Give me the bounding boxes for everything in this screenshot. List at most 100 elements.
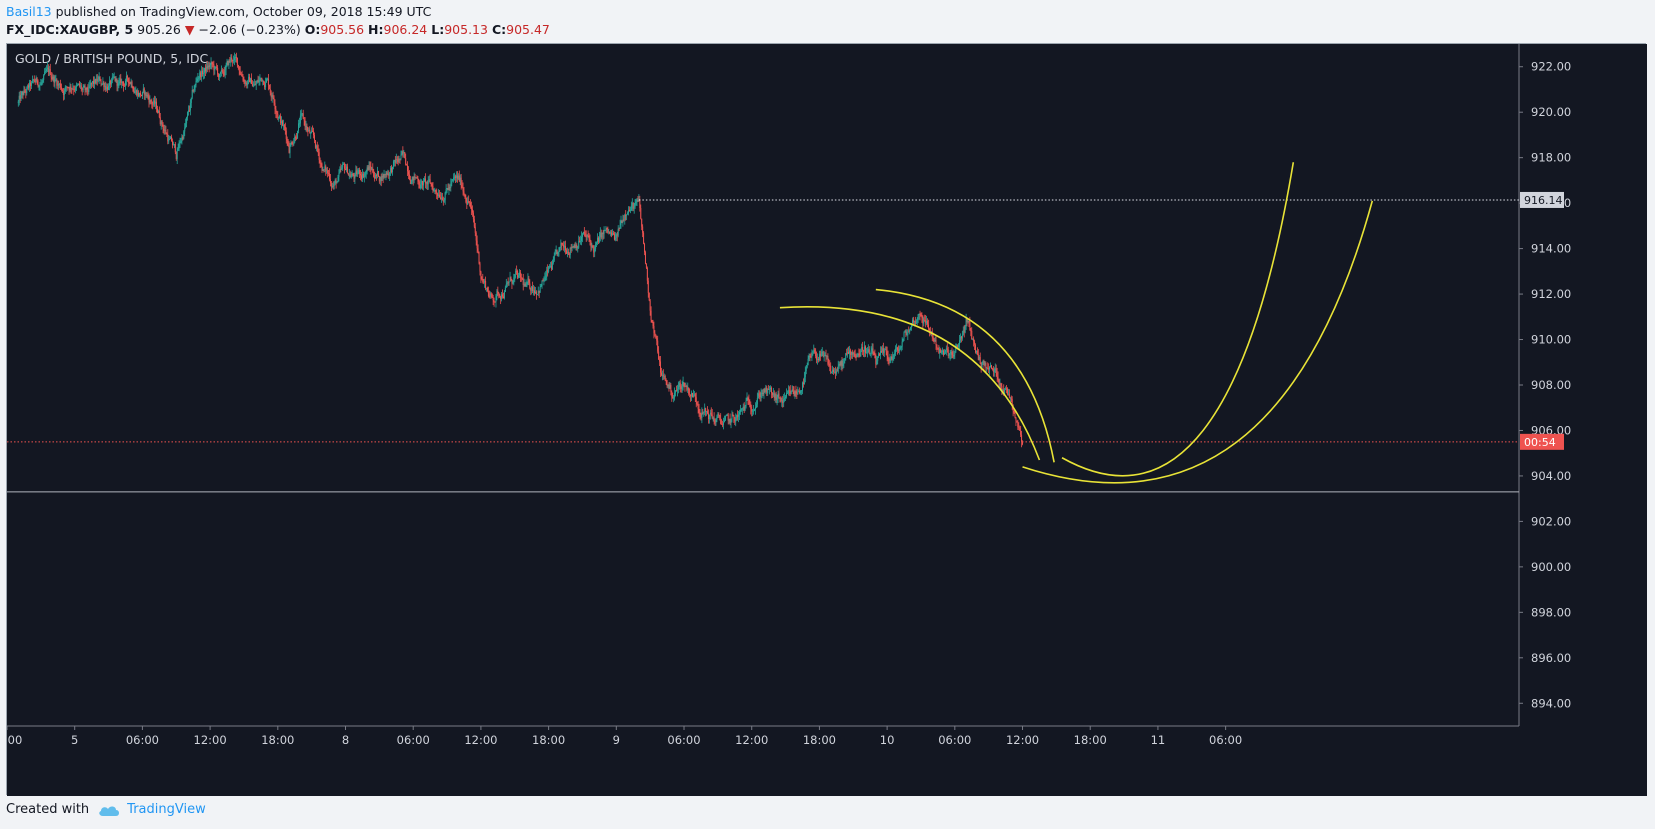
- candle-body: [624, 214, 626, 220]
- candle-body: [276, 112, 278, 115]
- candle-body: [780, 397, 782, 402]
- candle-body: [684, 385, 686, 387]
- candle-body: [477, 248, 479, 252]
- candle-body: [927, 324, 929, 329]
- candle-body: [308, 129, 310, 131]
- candle-body: [775, 393, 777, 400]
- candle-body: [45, 71, 47, 73]
- candle-body: [391, 167, 393, 173]
- candle-body: [287, 140, 289, 146]
- candle-body: [992, 368, 994, 373]
- candle-body: [738, 414, 740, 417]
- candle-body: [755, 404, 757, 408]
- candle-body: [961, 334, 963, 339]
- candle-body: [1000, 383, 1002, 386]
- candle-body: [688, 387, 690, 394]
- candle-body: [972, 338, 974, 340]
- candle-body: [347, 173, 349, 176]
- candle-body: [432, 185, 434, 192]
- candle-body: [245, 82, 247, 85]
- candle-body: [290, 142, 292, 147]
- candle-body: [319, 159, 321, 163]
- candle-body: [180, 141, 182, 143]
- candle-body: [515, 270, 517, 275]
- candle-body: [174, 144, 176, 153]
- candle-body: [49, 69, 51, 75]
- tradingview-link[interactable]: TradingView: [97, 802, 206, 817]
- candle-body: [303, 118, 305, 121]
- candle-body: [249, 76, 251, 83]
- author-link[interactable]: Basil13: [6, 4, 52, 19]
- candle-body: [369, 166, 371, 168]
- candle-body: [770, 387, 772, 390]
- candle-body: [388, 173, 390, 176]
- candle-body: [949, 353, 951, 356]
- candle-body: [861, 347, 863, 351]
- candle-body: [558, 247, 560, 252]
- candle-body: [982, 361, 984, 363]
- candle-body: [96, 78, 98, 82]
- candle-body: [501, 294, 503, 300]
- candle-body: [525, 283, 527, 287]
- candle-body: [814, 349, 816, 352]
- candle-body: [730, 418, 732, 423]
- candle-body: [928, 328, 930, 331]
- candle-body: [297, 130, 299, 139]
- candle-body: [750, 406, 752, 409]
- candle-body: [658, 351, 660, 360]
- candle-body: [678, 382, 680, 386]
- candle-body: [209, 64, 211, 67]
- candle-body: [85, 87, 87, 90]
- candle-body: [458, 175, 460, 181]
- candle-body: [92, 81, 94, 84]
- candle-body: [61, 89, 63, 92]
- candle-body: [809, 355, 811, 357]
- brand-label[interactable]: TradingView: [127, 802, 206, 817]
- candle-body: [151, 101, 153, 104]
- candle-body: [227, 60, 229, 65]
- candle-body: [920, 314, 922, 317]
- candle-body: [846, 353, 848, 355]
- candle-body: [899, 348, 901, 350]
- candle-body: [185, 123, 187, 128]
- candle-body: [909, 330, 911, 332]
- candle-body: [33, 79, 35, 82]
- candle-body: [527, 278, 529, 283]
- candle-body: [723, 420, 725, 423]
- candle-body: [364, 173, 366, 176]
- candle-body: [325, 166, 327, 171]
- candle-body: [708, 414, 710, 420]
- candle-body: [1008, 393, 1010, 398]
- candle-body: [351, 174, 353, 177]
- candle-body: [315, 145, 317, 148]
- candle-body: [542, 280, 544, 282]
- candle-body: [260, 77, 262, 79]
- candle-body: [728, 418, 730, 421]
- candle-body: [106, 86, 108, 90]
- candle-body: [267, 78, 269, 85]
- candle-body: [900, 346, 902, 349]
- candle-body: [126, 75, 128, 78]
- candle-body: [536, 294, 538, 295]
- candle-body: [563, 245, 565, 248]
- candle-body: [648, 292, 650, 301]
- candle-body: [71, 88, 73, 90]
- candle-body: [600, 232, 602, 238]
- candle-body: [389, 172, 391, 176]
- chart-header: Basil13 published on TradingView.com, Oc…: [6, 3, 1646, 39]
- price-chart[interactable]: GOLD / BRITISH POUND, 5, IDC 922.00 920.00…: [7, 44, 1647, 796]
- candle-body: [761, 392, 763, 394]
- chart-panel[interactable]: GOLD / BRITISH POUND, 5, IDC 922.00 920.00…: [6, 43, 1647, 796]
- candle-body: [546, 269, 548, 276]
- candle-body: [943, 350, 945, 355]
- candle-body: [381, 176, 383, 181]
- candle-body: [566, 251, 568, 254]
- candle-body: [329, 173, 331, 180]
- candle-body: [435, 190, 437, 193]
- candle-body: [132, 86, 134, 92]
- candle-body: [74, 89, 76, 91]
- candle-body: [599, 232, 601, 237]
- candle-body: [193, 90, 195, 92]
- candle-body: [399, 158, 401, 160]
- candle-body: [540, 285, 542, 287]
